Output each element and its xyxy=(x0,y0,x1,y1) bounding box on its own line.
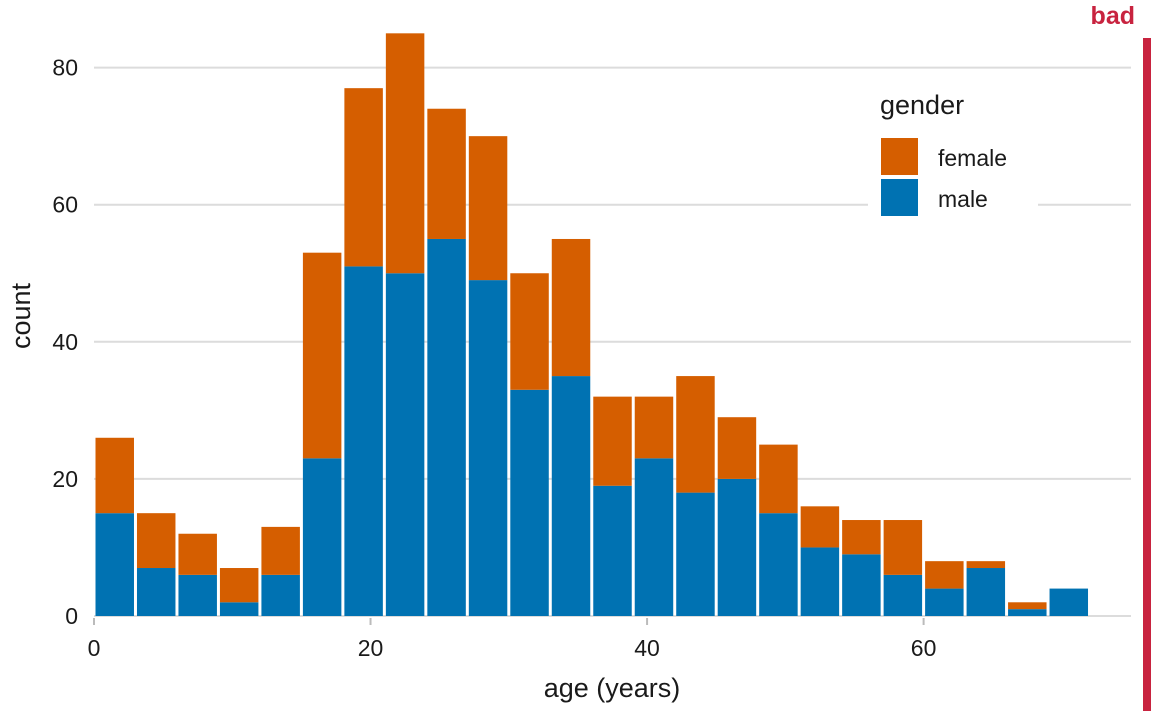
x-tick-label-40: 40 xyxy=(634,635,660,661)
bar-female-11 xyxy=(551,238,591,377)
bar-female-16 xyxy=(759,444,798,514)
bad-indicator-bar xyxy=(1143,38,1151,711)
bars xyxy=(95,33,1089,616)
bar-male-23 xyxy=(1049,588,1089,616)
bar-female-21 xyxy=(966,561,1006,569)
bar-female-22 xyxy=(1008,602,1047,610)
bar-female-19 xyxy=(883,520,923,575)
bar-male-2 xyxy=(178,574,217,616)
bar-male-4 xyxy=(261,574,300,616)
bad-label: bad xyxy=(1091,2,1135,30)
bar-male-1 xyxy=(136,568,176,616)
bar-male-12 xyxy=(593,485,632,616)
y-axis-ticks: 0 20 40 60 80 xyxy=(52,55,78,629)
x-tick-label-60: 60 xyxy=(911,635,937,661)
bar-male-22 xyxy=(1008,609,1047,616)
bar-female-2 xyxy=(178,533,217,575)
x-tick-label-20: 20 xyxy=(358,635,384,661)
bar-female-0 xyxy=(95,437,134,514)
bar-female-9 xyxy=(468,136,508,281)
bar-male-0 xyxy=(95,513,134,616)
bar-female-1 xyxy=(136,513,176,569)
bar-female-15 xyxy=(717,417,757,479)
bar-female-17 xyxy=(800,506,840,548)
bar-male-6 xyxy=(344,266,383,616)
bar-male-15 xyxy=(717,478,757,616)
y-tick-label-40: 40 xyxy=(52,329,78,355)
bar-male-7 xyxy=(385,273,425,616)
bar-male-14 xyxy=(676,492,715,616)
bar-female-6 xyxy=(344,88,383,267)
bar-female-13 xyxy=(634,396,674,459)
bar-male-10 xyxy=(510,389,549,616)
bar-female-8 xyxy=(427,108,466,239)
legend-title: gender xyxy=(880,90,964,120)
y-axis-title: count xyxy=(6,282,36,349)
bar-female-10 xyxy=(510,273,549,390)
bar-male-16 xyxy=(759,513,798,616)
legend-swatch-male xyxy=(881,179,918,216)
bar-male-19 xyxy=(883,574,923,616)
legend-swatch-female xyxy=(881,138,918,175)
y-tick-label-20: 20 xyxy=(52,466,78,492)
bar-female-7 xyxy=(385,33,425,274)
bar-male-17 xyxy=(800,547,840,616)
bar-male-21 xyxy=(966,568,1006,616)
bar-female-3 xyxy=(219,568,259,603)
y-tick-label-0: 0 xyxy=(65,603,78,629)
bar-female-20 xyxy=(925,561,964,589)
bar-female-14 xyxy=(676,376,715,493)
y-tick-label-80: 80 xyxy=(52,55,78,81)
bar-male-3 xyxy=(219,602,259,616)
x-axis-title: age (years) xyxy=(544,673,681,703)
legend-label-male: male xyxy=(938,186,988,212)
bar-male-8 xyxy=(427,238,466,616)
bar-female-5 xyxy=(302,252,342,459)
bar-male-13 xyxy=(634,458,674,616)
bar-male-5 xyxy=(302,458,342,616)
bar-female-18 xyxy=(842,520,881,555)
y-tick-label-60: 60 xyxy=(52,192,78,218)
bar-female-4 xyxy=(261,526,300,575)
bar-female-12 xyxy=(593,396,632,486)
x-tick-label-0: 0 xyxy=(88,635,101,661)
bar-male-20 xyxy=(925,588,964,616)
bar-male-9 xyxy=(468,280,508,616)
x-axis-ticks: 0 20 40 60 xyxy=(88,618,937,661)
legend-label-female: female xyxy=(938,145,1007,171)
legend: gender female male xyxy=(868,84,1038,224)
bar-male-18 xyxy=(842,554,881,616)
bar-male-11 xyxy=(551,376,591,616)
